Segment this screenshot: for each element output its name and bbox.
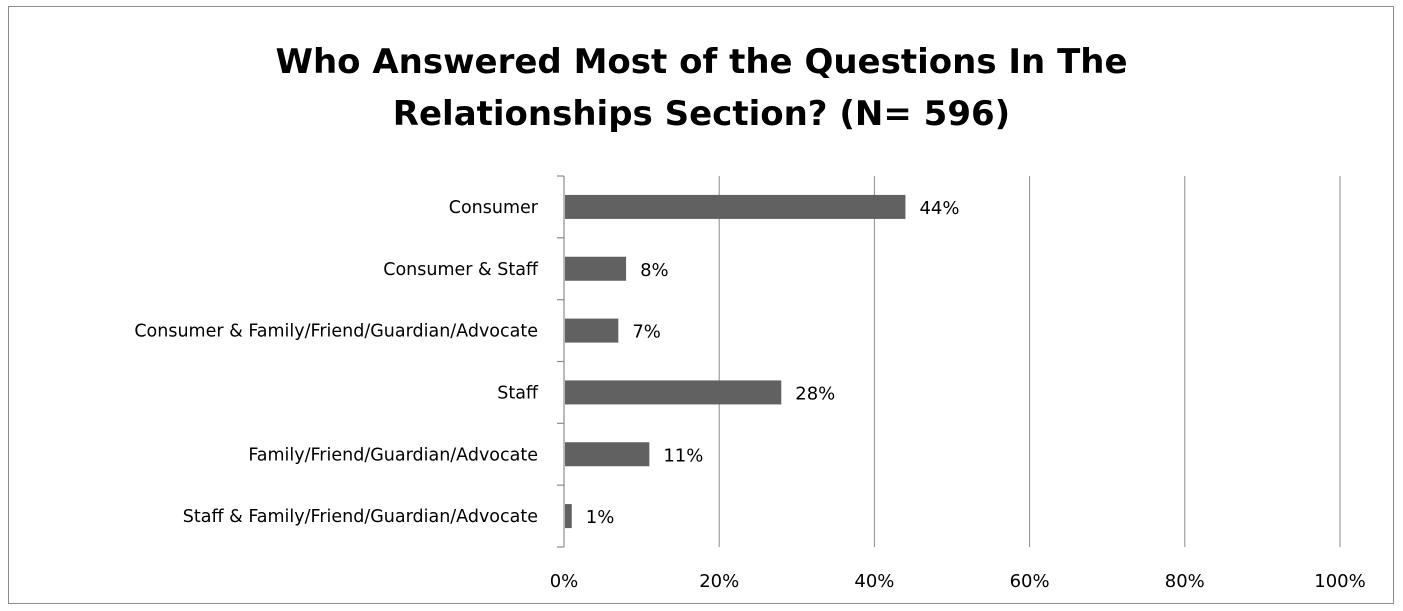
x-tick-label: 40% bbox=[854, 571, 894, 592]
bar bbox=[565, 380, 781, 404]
category-label: Consumer & Family/Friend/Guardian/Advoca… bbox=[134, 322, 538, 342]
category-label: Consumer & Staff bbox=[383, 260, 539, 280]
data-label: 28% bbox=[795, 383, 835, 404]
x-tick-label: 100% bbox=[1314, 571, 1365, 592]
gridlines bbox=[719, 176, 1340, 547]
bar bbox=[565, 504, 572, 528]
data-label: 11% bbox=[663, 445, 703, 466]
bar bbox=[565, 319, 618, 343]
data-label: 44% bbox=[919, 198, 959, 219]
data-label: 7% bbox=[632, 322, 661, 343]
bars bbox=[565, 195, 905, 528]
bar bbox=[565, 195, 905, 219]
category-label: Family/Friend/Guardian/Advocate bbox=[248, 445, 538, 465]
x-tick-label: 20% bbox=[699, 571, 739, 592]
axes bbox=[557, 176, 564, 547]
data-label: 1% bbox=[586, 507, 615, 528]
category-label: Staff bbox=[497, 383, 539, 403]
bar bbox=[565, 442, 649, 466]
x-tick-label: 0% bbox=[550, 571, 579, 592]
category-label: Staff & Family/Friend/Guardian/Advocate bbox=[183, 507, 538, 527]
category-label: Consumer bbox=[449, 198, 539, 218]
x-tick-label: 80% bbox=[1165, 571, 1205, 592]
bar bbox=[565, 257, 626, 281]
x-tick-label: 60% bbox=[1010, 571, 1050, 592]
data-label: 8% bbox=[640, 260, 669, 281]
